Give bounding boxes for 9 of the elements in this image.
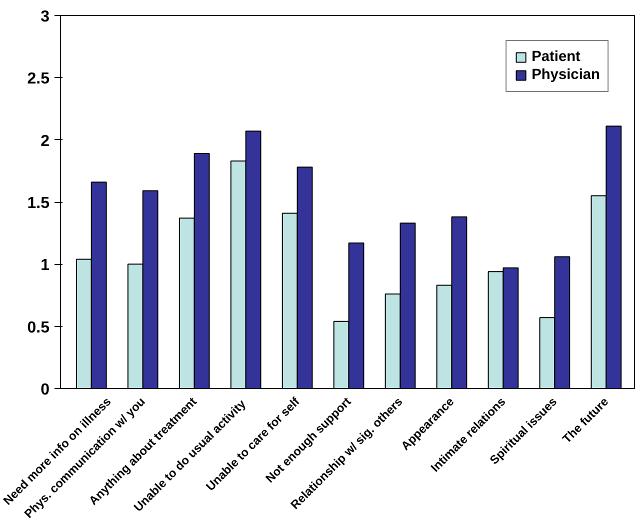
y-tick-label: 0.5 — [27, 319, 50, 336]
y-tick-label: 0 — [40, 382, 50, 398]
y-tick-label: 1 — [40, 257, 50, 274]
y-tick-label: 2 — [40, 132, 50, 150]
y-tick-label: 3 — [40, 8, 50, 26]
legend-label: Patient — [532, 49, 580, 65]
y-tick-label: 1.5 — [27, 195, 50, 212]
legend-label: Physician — [532, 67, 600, 83]
y-tick-label: 2.5 — [27, 70, 50, 88]
